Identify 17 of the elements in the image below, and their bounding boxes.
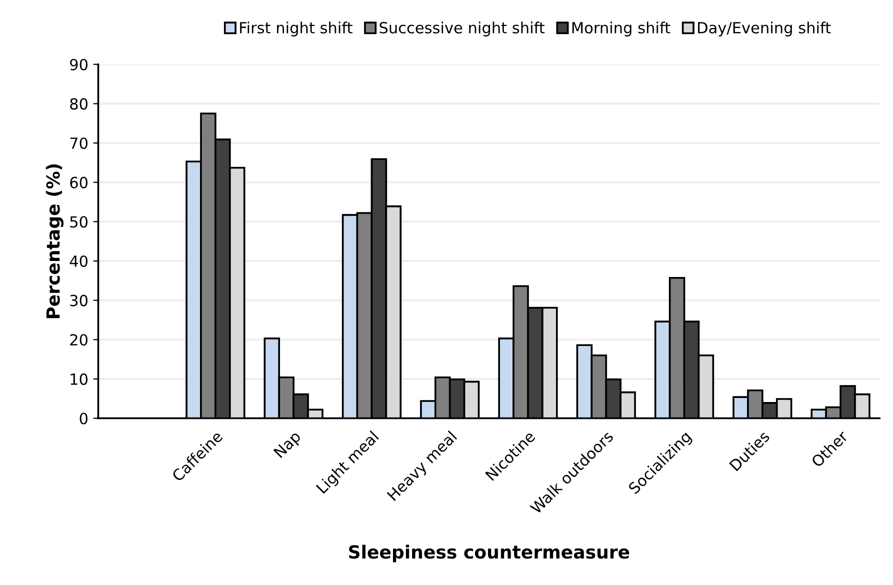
y-tick-label: 80 xyxy=(70,98,88,110)
legend-label: Morning shift xyxy=(572,22,670,36)
y-tick-label: 70 xyxy=(70,137,88,150)
y-tick-label: 60 xyxy=(70,176,88,188)
y-tick-label: 10 xyxy=(70,373,88,385)
y-tick-label: 20 xyxy=(70,334,88,346)
legend-label: First night shift xyxy=(240,22,352,36)
y-tick-label: 30 xyxy=(70,294,88,306)
legend-label: Day/Evening shift xyxy=(698,22,831,36)
x-tick-label: Nap xyxy=(273,430,304,460)
legend-label: Successive night shift xyxy=(380,22,545,36)
y-tick-label: 90 xyxy=(70,58,88,70)
y-tick-label: 0 xyxy=(80,412,88,424)
x-axis-title: Sleepiness countermeasure xyxy=(349,544,630,562)
y-tick-label: 40 xyxy=(70,255,88,267)
y-axis-title: Percentage (%) xyxy=(46,164,64,318)
y-tick-label: 50 xyxy=(70,216,88,228)
